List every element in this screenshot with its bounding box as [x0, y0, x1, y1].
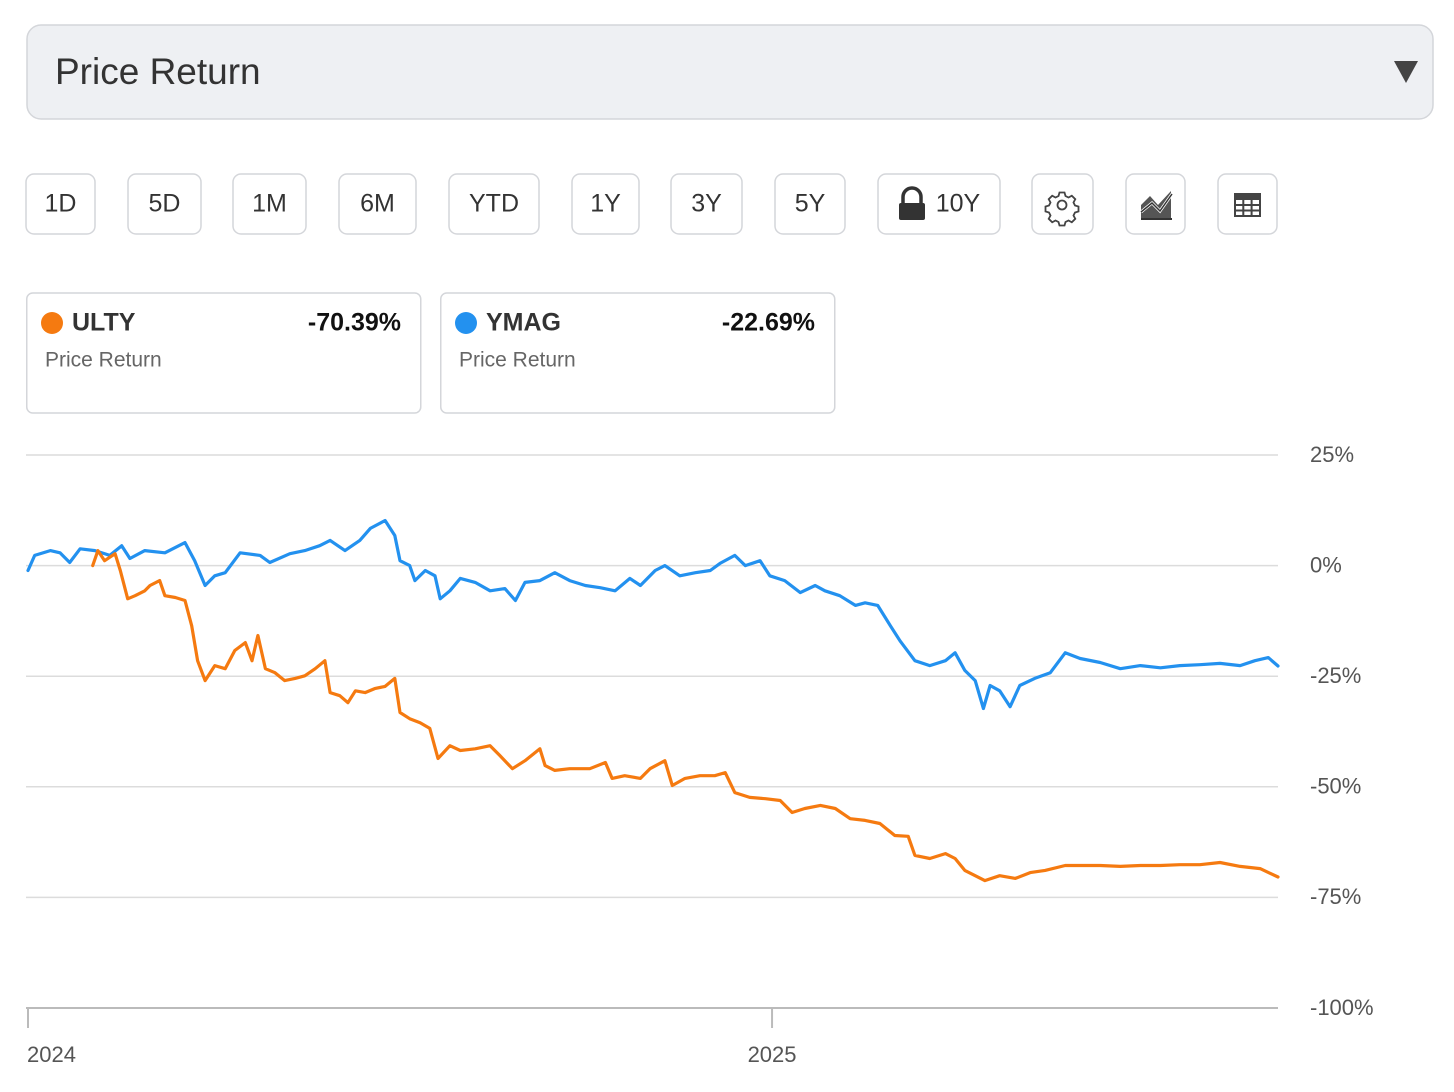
- range-buttons: 1D 5D 1M 6M YTD 1Y 3Y 5Y 10Y: [25, 173, 1001, 235]
- range-button[interactable]: [670, 173, 743, 235]
- range-button-label: 1M: [252, 190, 287, 218]
- legend-card[interactable]: [26, 292, 422, 414]
- dropdown-label: Price Return: [55, 51, 261, 92]
- range-button-label: 6M: [360, 190, 395, 218]
- dropdown-box[interactable]: [26, 24, 1434, 120]
- range-button[interactable]: [571, 173, 640, 235]
- range-button[interactable]: [338, 173, 417, 235]
- legend-value: -70.39%: [308, 309, 401, 337]
- legend-dot: [41, 312, 63, 334]
- series-line: [91, 549, 1280, 883]
- range-button-label: 5Y: [795, 190, 826, 218]
- x-tick-label: 2025: [748, 1042, 797, 1067]
- chart-icon: [1140, 191, 1174, 220]
- legend-name: ULTY: [72, 309, 136, 337]
- y-tick-label: 25%: [1310, 442, 1354, 467]
- y-tick-label: -75%: [1310, 884, 1361, 909]
- metric-dropdown[interactable]: Price Return: [26, 24, 1434, 120]
- range-button-label: 1D: [45, 190, 77, 218]
- legend-value: -22.69%: [722, 309, 815, 337]
- range-button[interactable]: [448, 173, 540, 235]
- x-tick-label: 2024: [27, 1042, 76, 1067]
- legend-dot: [455, 312, 477, 334]
- legend-subtitle: Price Return: [45, 349, 162, 372]
- range-button[interactable]: [232, 173, 307, 235]
- range-button[interactable]: [127, 173, 202, 235]
- range-button-label: 1Y: [590, 190, 621, 218]
- range-button-label: 10Y: [936, 190, 981, 218]
- series-line: [26, 518, 1280, 711]
- chart: 25% 0% -25% -50% -75% -100% 2024 2025: [26, 442, 1374, 1067]
- legend-subtitle: Price Return: [459, 349, 576, 372]
- table-icon: [1234, 193, 1261, 217]
- gear-icon: [1044, 191, 1080, 227]
- range-button[interactable]: [774, 173, 846, 235]
- dropdown-arrow: [1394, 61, 1418, 83]
- y-tick-label: -50%: [1310, 774, 1361, 799]
- settings-button[interactable]: [1031, 173, 1094, 235]
- range-button[interactable]: [25, 173, 96, 235]
- legend-name: YMAG: [486, 309, 561, 337]
- y-tick-label: 0%: [1310, 552, 1342, 577]
- range-button-label: YTD: [469, 190, 519, 218]
- range-button-label: 3Y: [691, 190, 722, 218]
- lock-icon: [899, 186, 925, 220]
- range-button-label: 5D: [149, 190, 181, 218]
- y-tick-label: -25%: [1310, 663, 1361, 688]
- y-tick-label: -100%: [1310, 995, 1374, 1020]
- legend-card[interactable]: [440, 292, 836, 414]
- legend-cards: ULTY -70.39% Price Return YMAG -22.69% Price …: [26, 292, 836, 414]
